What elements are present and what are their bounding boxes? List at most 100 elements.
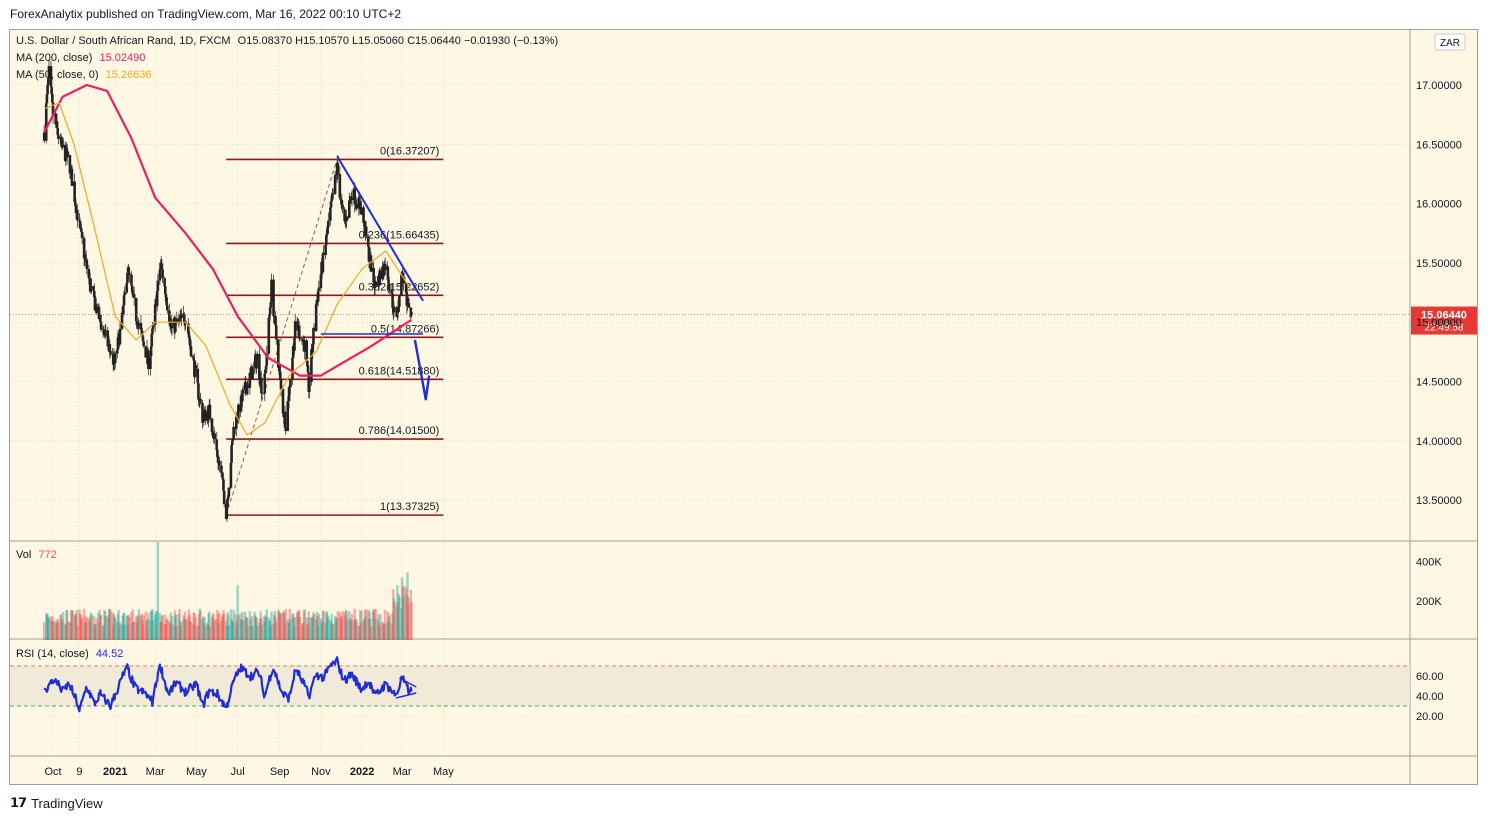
- candle-body: [102, 329, 106, 334]
- candle-body: [80, 228, 83, 233]
- volume-bar: [343, 611, 346, 640]
- candle-body: [134, 298, 138, 322]
- candle-body: [49, 66, 53, 87]
- volume-bar: [55, 620, 58, 640]
- volume-bar: [334, 621, 337, 640]
- volume-bar: [348, 618, 352, 640]
- rsi-divergence-line: [399, 677, 417, 688]
- volume-bar: [274, 617, 277, 640]
- candle-body: [330, 199, 334, 202]
- volume-bar: [168, 620, 171, 640]
- volume-bar: [407, 597, 411, 640]
- candle-body: [76, 209, 79, 221]
- volume-legend[interactable]: Vol 772: [16, 549, 57, 561]
- candle-body: [360, 207, 363, 215]
- candle-body: [310, 349, 313, 382]
- candle-body: [85, 259, 89, 269]
- volume-bar: [98, 609, 101, 640]
- candle-body: [51, 102, 55, 116]
- volume-bar: [70, 610, 73, 640]
- ma200-legend[interactable]: MA (200, close) 15.02490: [16, 52, 145, 64]
- volume-bar: [312, 612, 315, 640]
- volume-bar: [301, 623, 304, 640]
- candle-body: [177, 318, 181, 323]
- volume-bar: [296, 613, 300, 640]
- candle-body: [113, 353, 117, 364]
- volume-bar: [46, 613, 49, 640]
- candle-body: [339, 199, 343, 201]
- volume-bar: [80, 618, 84, 640]
- candle-body: [201, 417, 205, 423]
- tradingview-logo[interactable]: 𝟭𝟳 TradingView: [10, 795, 103, 811]
- candle-body: [407, 302, 411, 308]
- volume-bar: [395, 605, 398, 640]
- candle-body: [106, 330, 110, 347]
- volume-bar: [376, 619, 379, 640]
- volume-bar: [305, 617, 308, 640]
- volume-bar: [287, 622, 290, 640]
- volume-bar: [191, 623, 195, 640]
- volume-bar: [177, 614, 181, 640]
- volume-bar: [141, 619, 144, 640]
- volume-bar: [236, 585, 239, 640]
- publisher-line: ForexAnalytix published on TradingView.c…: [10, 7, 401, 21]
- volume-bar: [406, 572, 409, 640]
- candle-body: [348, 200, 352, 202]
- volume-bar: [168, 622, 172, 640]
- volume-bar: [362, 621, 365, 640]
- volume-bar: [94, 623, 97, 640]
- candle-body: [161, 269, 164, 279]
- candle-body: [231, 438, 235, 441]
- volume-bar: [401, 587, 404, 640]
- candle-body: [82, 238, 86, 259]
- volume-bar: [201, 616, 205, 640]
- candle-body: [279, 379, 283, 389]
- candle-body: [300, 338, 304, 340]
- candle-body: [339, 197, 342, 200]
- price-tick-label: 14.00000: [1416, 436, 1462, 448]
- volume-bar: [122, 613, 125, 640]
- candle-body: [293, 338, 296, 351]
- volume-bar: [284, 608, 287, 640]
- candle-body: [305, 340, 308, 361]
- chart-canvas[interactable]: 0(16.37207) 0.236(15.66435) 0.382(15.22652…: [10, 30, 1477, 784]
- volume-bar: [59, 614, 63, 640]
- volume-bar: [354, 619, 357, 640]
- symbol-legend[interactable]: U.S. Dollar / South African Rand, 1D, FX…: [16, 35, 558, 47]
- candle-body: [196, 368, 200, 384]
- rsi-band: [10, 665, 1410, 707]
- candle-body: [255, 359, 258, 369]
- volume-bar: [377, 623, 381, 640]
- volume-bar: [145, 626, 149, 640]
- fib-level-label: 0.5(14.87266): [371, 323, 440, 335]
- volume-bar: [239, 613, 242, 640]
- volume-bar: [196, 626, 199, 640]
- candle-body: [226, 496, 230, 499]
- volume-bar: [396, 585, 399, 640]
- candle-body: [187, 323, 190, 334]
- volume-bar: [245, 617, 248, 640]
- volume-bar: [227, 615, 230, 640]
- candle-body: [139, 322, 143, 330]
- ma50-legend[interactable]: MA (50, close, 0) 15.26636: [16, 69, 152, 81]
- candle-body: [338, 174, 342, 198]
- candle-body: [235, 416, 239, 422]
- volume-bar: [49, 616, 53, 640]
- candle-body: [165, 297, 168, 306]
- volume-bar: [327, 615, 330, 640]
- volume-bar: [364, 616, 367, 640]
- volume-bar: [224, 620, 228, 640]
- volume-bar: [217, 623, 220, 640]
- volume-bar: [106, 617, 109, 640]
- volume-bar: [185, 619, 188, 640]
- volume-bar: [45, 615, 49, 640]
- candle-body: [333, 175, 337, 194]
- rsi-legend[interactable]: RSI (14, close) 44.52: [16, 648, 123, 660]
- volume-bar: [374, 609, 377, 640]
- candle-body: [130, 274, 133, 286]
- volume-bar: [225, 626, 229, 640]
- candle-body: [274, 325, 278, 340]
- time-tick-label: 2021: [103, 766, 127, 778]
- chart-frame[interactable]: 0(16.37207) 0.236(15.66435) 0.382(15.22652…: [9, 29, 1478, 785]
- candle-body: [46, 84, 49, 95]
